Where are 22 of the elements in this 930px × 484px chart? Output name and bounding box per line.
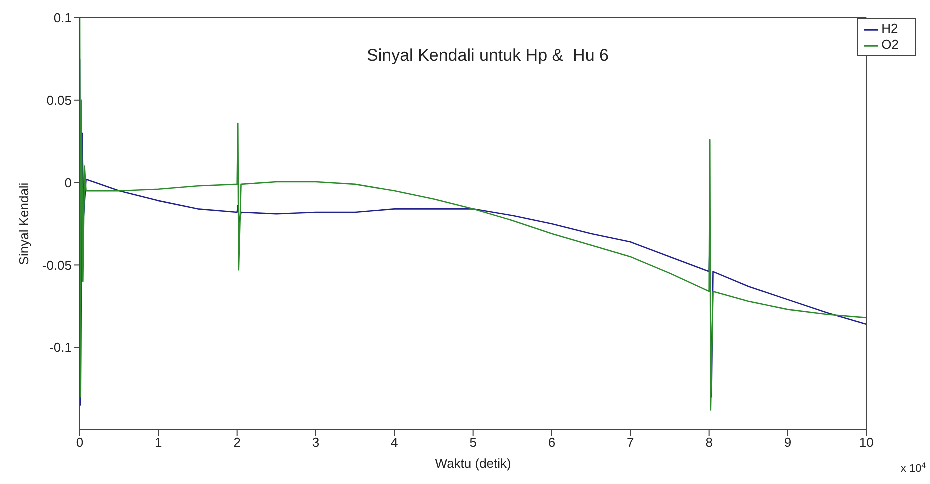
x-axis-title: Waktu (detik) [435, 456, 512, 471]
x-tick-label: 5 [470, 435, 477, 450]
x-tick-label: 8 [706, 435, 713, 450]
text: Sinyal Kendali untuk Hp & Hu 6 [367, 46, 609, 65]
x-tick-label: 6 [548, 435, 556, 450]
y-tick-label: 0 [64, 175, 72, 190]
x-tick-label: 4 [391, 435, 398, 450]
y-tick-label: 0.05 [46, 93, 72, 108]
text: x 10$^{4}$ [900, 460, 927, 475]
x-tick-label: 1 [155, 435, 162, 450]
y-tick-label: 0.1 [54, 10, 72, 26]
y-axis-title: Sinyal Kendali [16, 182, 32, 266]
legend-label: H2 [882, 21, 898, 36]
x-tick-label: 2 [234, 435, 241, 450]
x-tick-label: 9 [784, 435, 792, 450]
x-tick-label: 7 [627, 435, 634, 450]
legend-label: O2 [882, 37, 899, 52]
y-tick-label: -0.05 [42, 258, 72, 273]
x-tick-label: 0 [76, 435, 84, 450]
x-tick-label: 3 [312, 435, 320, 450]
x-tick-label: 10 [859, 435, 874, 450]
y-tick-label: -0.1 [50, 340, 72, 356]
